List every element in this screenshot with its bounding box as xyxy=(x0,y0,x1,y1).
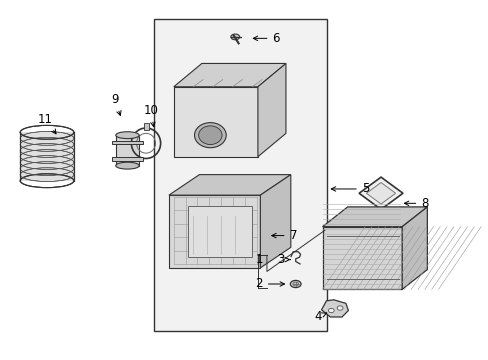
Text: 9: 9 xyxy=(111,93,121,116)
Polygon shape xyxy=(168,175,290,195)
Circle shape xyxy=(336,306,342,310)
Ellipse shape xyxy=(290,280,301,288)
Polygon shape xyxy=(322,227,401,289)
Polygon shape xyxy=(173,87,257,157)
Text: 11: 11 xyxy=(38,113,56,134)
Bar xyxy=(112,141,143,144)
Text: 2: 2 xyxy=(255,278,284,291)
Text: 5: 5 xyxy=(330,183,368,195)
Bar xyxy=(154,19,327,330)
Circle shape xyxy=(328,309,333,313)
Polygon shape xyxy=(366,183,395,204)
Text: 10: 10 xyxy=(143,104,158,127)
Text: 1: 1 xyxy=(255,253,263,266)
Ellipse shape xyxy=(194,123,226,148)
Polygon shape xyxy=(168,195,260,268)
Bar xyxy=(188,206,251,257)
Ellipse shape xyxy=(230,34,239,40)
Bar xyxy=(112,157,143,161)
Polygon shape xyxy=(321,300,347,317)
Ellipse shape xyxy=(116,162,139,169)
Ellipse shape xyxy=(292,282,298,286)
Polygon shape xyxy=(260,175,290,268)
Polygon shape xyxy=(257,63,285,157)
Ellipse shape xyxy=(116,132,139,139)
Polygon shape xyxy=(322,207,427,227)
Text: 7: 7 xyxy=(271,229,296,242)
Polygon shape xyxy=(358,177,402,210)
Polygon shape xyxy=(173,63,285,87)
Bar xyxy=(143,123,149,130)
Ellipse shape xyxy=(198,126,222,144)
Text: 8: 8 xyxy=(404,197,427,210)
Bar xyxy=(116,135,139,166)
Text: 4: 4 xyxy=(313,310,326,324)
Text: 3: 3 xyxy=(277,253,290,266)
Polygon shape xyxy=(401,207,427,289)
Text: 6: 6 xyxy=(253,32,279,45)
Bar xyxy=(20,132,74,181)
